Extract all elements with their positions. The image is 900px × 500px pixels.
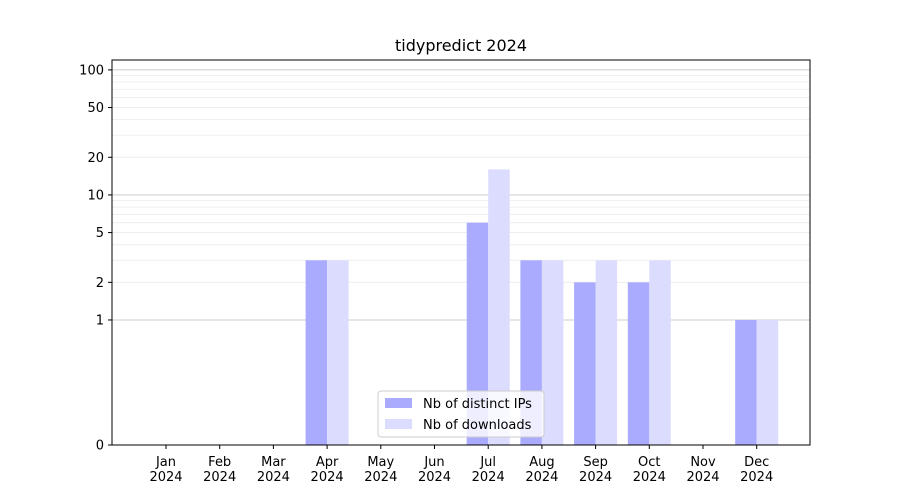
- bar-downloads: [327, 260, 349, 445]
- y-tick-label: 0: [96, 439, 104, 454]
- y-tick-label: 1: [96, 313, 104, 328]
- bar-downloads: [541, 260, 564, 445]
- bar-downloads: [488, 169, 510, 445]
- x-tick-label: Jul 2024: [472, 455, 505, 485]
- bar-distinct-ips: [305, 260, 328, 445]
- plot-area-frame: [111, 59, 811, 446]
- legend-box: [377, 390, 545, 438]
- bar-distinct-ips: [627, 282, 650, 445]
- y-tick-label: 20: [87, 151, 104, 166]
- x-tick-label: May 2024: [364, 455, 397, 485]
- bar-distinct-ips: [466, 222, 489, 445]
- legend-swatch: [385, 419, 412, 429]
- bar-downloads: [756, 319, 779, 445]
- x-axis: Jan 2024 Feb 2024 Mar 2024 Apr 2024 May 2024 Jun 20…: [149, 445, 773, 485]
- y-tick-label: 100: [79, 63, 104, 78]
- x-tick-label: Nov 2024: [686, 455, 719, 485]
- x-tick-label: Dec 2024: [740, 455, 773, 485]
- grid: [112, 69, 810, 321]
- bar-downloads: [595, 260, 618, 445]
- chart-title: tidypredict 2024: [395, 36, 527, 55]
- y-tick-label: 2: [96, 276, 104, 291]
- y-tick-label: 50: [87, 101, 104, 116]
- bar-distinct-ips: [735, 319, 757, 445]
- y-tick-label: 10: [87, 188, 104, 203]
- x-tick-label: Feb 2024: [203, 455, 236, 485]
- x-tick-label: Jan 2024: [149, 455, 182, 485]
- x-tick-label: Apr 2024: [311, 455, 344, 485]
- x-tick-label: Oct 2024: [633, 455, 666, 485]
- bars: [305, 169, 779, 445]
- bar-distinct-ips: [574, 282, 596, 445]
- x-tick-label: Jun 2024: [418, 455, 451, 485]
- x-tick-label: Sep 2024: [579, 455, 612, 485]
- x-tick-label: Aug 2024: [525, 455, 558, 485]
- x-tick-label: Mar 2024: [257, 455, 290, 485]
- legend-swatch: [385, 398, 412, 408]
- legend-label: Nb of downloads: [423, 418, 532, 433]
- bar-downloads: [649, 260, 671, 445]
- legend: Nb of distinct IPs Nb of downloads: [377, 390, 545, 438]
- y-axis: 0 1 2 5 10 20 50 100: [79, 63, 112, 454]
- legend-label: Nb of distinct IPs: [423, 397, 532, 412]
- y-tick-label: 5: [96, 226, 104, 241]
